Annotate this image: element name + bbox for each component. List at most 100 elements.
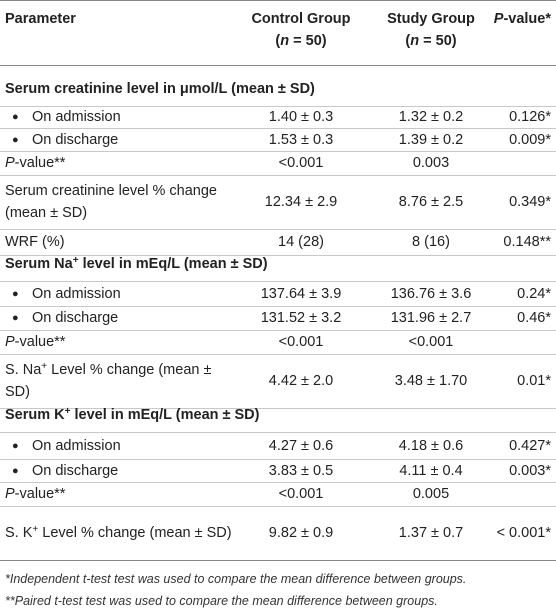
rule-line: [0, 65, 556, 66]
label-text: Serum creatinine level % change (mean ± …: [5, 180, 233, 224]
text-run: P: [5, 334, 15, 350]
value-cell: 12.34 ± 2.9: [264, 194, 338, 210]
value-cell: 0.46*: [517, 310, 551, 326]
row-label: Serum creatinine level % change (mean ± …: [5, 175, 233, 229]
value-cell: 131.52 ± 3.2: [260, 310, 342, 326]
value-cell: 136.76 ± 3.6: [390, 285, 472, 302]
bullet: ●: [12, 111, 19, 123]
text-run: Serum creatinine level in μmol/L (mean ±…: [5, 81, 315, 97]
rule-line: [0, 482, 556, 483]
row-label: On admission: [32, 281, 232, 306]
footnote: *Independent t-test test was used to com…: [5, 572, 467, 586]
text-run: Parameter: [5, 11, 76, 27]
rule-line: [0, 229, 556, 230]
rule-line: [0, 560, 556, 561]
value-cell: 1.39 ± 0.2: [398, 131, 464, 148]
label-text: P-value**: [5, 331, 65, 353]
rule-line: [0, 128, 556, 129]
rule-line: [0, 408, 556, 409]
value-cell: 4.42 ± 2.0: [268, 373, 334, 389]
text-run: +: [64, 406, 71, 417]
label-text: On admission: [32, 283, 121, 305]
text-run: -value**: [14, 334, 66, 350]
header-line: (n = 50): [275, 30, 326, 52]
header-cell: Parameter: [5, 2, 233, 68]
text-run: S. K: [5, 525, 33, 541]
value-cell: [470, 330, 551, 354]
section-text: Serum K+ level in mEq/L (mean ± SD): [5, 404, 259, 426]
bullet: ●: [12, 287, 19, 300]
text-run: Serum Na: [5, 256, 73, 272]
label-text: WRF (%): [5, 231, 65, 253]
value-cell: <0.001: [278, 155, 324, 171]
rule-line: [0, 175, 556, 176]
value-cell: 4.27 ± 0.6: [268, 437, 334, 454]
label-text: On admission: [32, 435, 121, 457]
value-cell: 8 (16): [412, 234, 450, 250]
text-run: P: [5, 486, 15, 502]
value-cell: 1.37 ± 0.7: [398, 525, 464, 541]
text-run: On discharge: [32, 131, 119, 148]
text-run: -value*: [503, 11, 551, 27]
value-cell: 131.96 ± 2.7: [390, 310, 472, 326]
text-run: S. Na: [5, 362, 42, 378]
text-run: Level % change (mean ± SD): [5, 362, 212, 400]
text-run: P: [493, 11, 504, 27]
rule-line: [0, 432, 556, 433]
header-line: Parameter: [5, 8, 76, 30]
rule-line: [0, 106, 556, 107]
bullet: ●: [12, 439, 19, 452]
rule-line: [0, 255, 556, 256]
value-cell: 0.009*: [509, 131, 551, 148]
section-text: Serum Na+ level in mEq/L (mean ± SD): [5, 253, 268, 275]
text-run: -value**: [14, 155, 66, 171]
header-line: Study Group: [387, 8, 475, 30]
text-run: +: [32, 524, 39, 535]
value-cell: 0.349*: [509, 194, 551, 210]
row-label: P-value**: [5, 482, 233, 506]
value-cell: 0.427*: [509, 437, 551, 454]
header-line: P-value*: [494, 8, 551, 30]
row-label: On discharge: [32, 128, 232, 151]
value-cell: 0.003: [412, 155, 450, 171]
text-run: On discharge: [32, 462, 119, 479]
text-run: +: [72, 255, 79, 266]
text-run: n: [280, 33, 290, 49]
text-run: Control Group: [251, 11, 351, 27]
value-cell: 1.40 ± 0.3: [268, 109, 334, 125]
value-cell: 137.64 ± 3.9: [260, 285, 342, 302]
text-run: (: [275, 33, 281, 49]
bullet: ●: [12, 133, 19, 146]
label-text: On discharge: [32, 129, 118, 151]
rule-line: [0, 281, 556, 282]
text-run: level in mEq/L (mean ± SD): [78, 256, 268, 272]
label-text: On discharge: [32, 460, 118, 482]
text-run: On admission: [32, 285, 121, 302]
row-label: On discharge: [32, 306, 232, 330]
bullet: ●: [12, 464, 19, 477]
header-cell: Control Group (n = 50): [236, 2, 366, 68]
header-cell: Study Group (n = 50): [366, 2, 496, 68]
row-label: P-value**: [5, 151, 233, 175]
value-cell: 3.48 ± 1.70: [394, 373, 468, 389]
row-label: On admission: [32, 106, 232, 128]
text-run: level in mEq/L (mean ± SD): [70, 407, 260, 423]
text-run: Study Group: [387, 11, 475, 27]
label-text: On admission: [32, 106, 121, 128]
value-cell: 0.003*: [509, 462, 551, 479]
value-cell: 0.005: [412, 486, 450, 502]
label-text: On discharge: [32, 307, 118, 329]
value-cell: 0.126*: [509, 109, 551, 125]
text-run: Serum creatinine level % change (mean ± …: [5, 183, 217, 221]
text-run: On discharge: [32, 310, 119, 326]
value-cell: 8.76 ± 2.5: [398, 194, 464, 210]
bullet: ●: [12, 312, 19, 324]
value-cell: 4.18 ± 0.6: [398, 437, 464, 454]
value-cell: 1.32 ± 0.2: [398, 109, 464, 125]
section-heading: Serum K+ level in mEq/L (mean ± SD): [5, 407, 545, 426]
text-run: WRF (%): [5, 234, 65, 250]
rule-line: [0, 506, 556, 507]
value-cell: 14 (28): [278, 234, 324, 250]
row-label: S. K+ Level % change (mean ± SD): [5, 506, 233, 560]
value-cell: <0.001: [278, 486, 324, 502]
